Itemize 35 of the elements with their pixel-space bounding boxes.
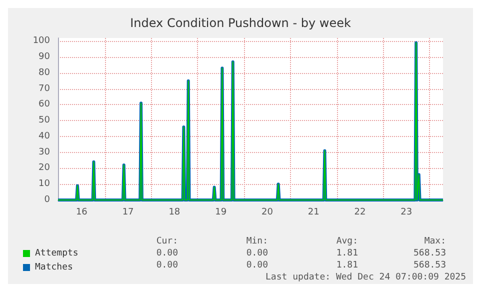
text: Avg: (336, 236, 358, 246)
text: 568.53 (413, 260, 446, 270)
y-tick-label: 80 (38, 68, 50, 78)
x-tick-label: 23 (400, 208, 412, 218)
text: 0.00 (246, 260, 268, 270)
y-tick-label: 20 (38, 163, 50, 174)
text: 1.81 (336, 248, 358, 258)
y-tick-label: 40 (38, 131, 50, 142)
chart-title: Index Condition Pushdown - by week (130, 16, 351, 30)
y-tick-label: 60 (38, 100, 50, 110)
y-tick-label: 10 (38, 179, 50, 190)
x-tick-label: 20 (261, 208, 274, 218)
text: Cur: (156, 236, 178, 246)
text: 568.53 (413, 248, 446, 258)
text: 1.81 (336, 260, 358, 270)
x-tick-label: 19 (215, 208, 227, 218)
x-tick-label: 21 (308, 208, 320, 218)
y-tick-label: 70 (38, 84, 50, 94)
text: Max: (424, 236, 446, 246)
x-tick-label: 22 (354, 208, 366, 218)
x-tick-label: 17 (122, 208, 134, 218)
text: Min: (246, 236, 268, 246)
y-tick-label: 90 (38, 52, 50, 62)
text: 0.00 (156, 248, 178, 258)
y-tick-label: 30 (38, 147, 50, 158)
text: Last update: Wed Dec 24 07:00:09 2025 (266, 272, 466, 282)
y-tick-label: 100 (32, 36, 50, 46)
text: 0.00 (246, 248, 268, 258)
y-tick-label: 0 (44, 195, 50, 205)
x-tick-label: 16 (76, 208, 88, 218)
text: 0.00 (156, 260, 178, 270)
y-tick-label: 50 (38, 116, 50, 126)
legend-label: Matches (35, 262, 73, 272)
x-tick-label: 18 (168, 208, 180, 218)
legend-label: Attempts (35, 248, 78, 258)
